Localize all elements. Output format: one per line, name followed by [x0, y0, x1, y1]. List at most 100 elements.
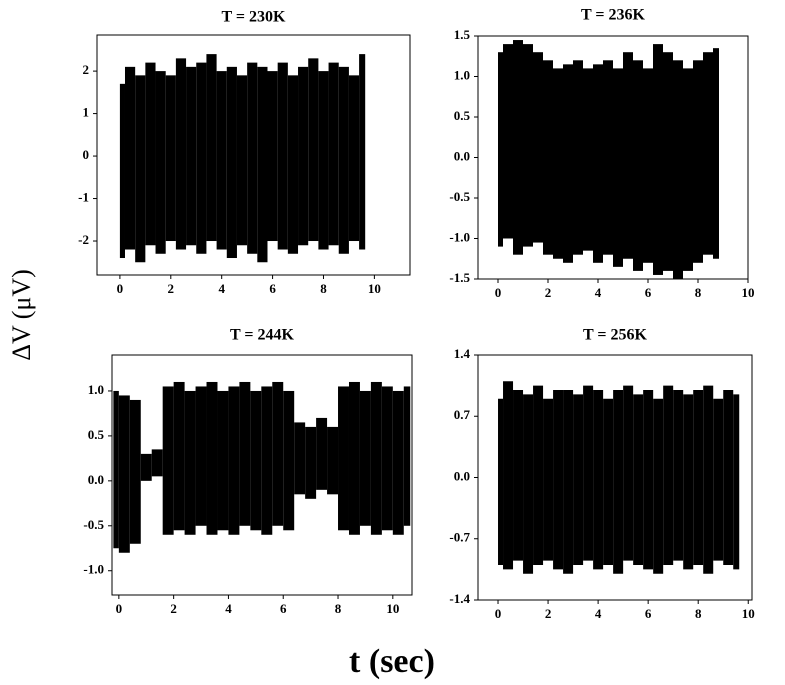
noise-band	[119, 83, 125, 259]
noise-band	[513, 40, 523, 255]
x-tick-label: 6	[645, 606, 652, 621]
noise-band	[633, 60, 643, 271]
x-tick-label: 6	[645, 285, 652, 300]
noise-band	[348, 75, 360, 242]
noise-band	[239, 381, 251, 526]
noise-band	[503, 44, 513, 239]
noise-band	[583, 68, 593, 251]
noise-band	[543, 60, 553, 255]
noise-band	[613, 390, 624, 574]
noise-band	[305, 426, 317, 499]
noise-band	[206, 381, 218, 535]
x-tick-label: 2	[168, 281, 175, 296]
x-tick-label: 4	[218, 281, 225, 296]
noise-band	[165, 75, 176, 242]
noise-band	[633, 394, 644, 565]
y-tick-label: -1.0	[83, 562, 104, 577]
noise-band	[603, 60, 613, 255]
noise-band	[392, 390, 404, 535]
noise-band	[250, 390, 262, 531]
noise-band	[723, 390, 734, 565]
noise-band	[613, 68, 623, 267]
noise-band	[623, 52, 633, 259]
noise-band	[673, 390, 684, 561]
noise-band	[663, 52, 673, 271]
x-tick-label: 4	[595, 606, 602, 621]
noise-band	[643, 68, 653, 263]
x-tick-label: 10	[368, 281, 381, 296]
noise-band	[513, 390, 524, 561]
noise-band	[503, 381, 514, 570]
noise-band	[338, 66, 349, 254]
plot-frame	[111, 354, 413, 596]
noise-band	[257, 66, 268, 263]
noise-band	[277, 62, 288, 250]
noise-band	[267, 71, 278, 242]
noise-band	[523, 44, 533, 247]
y-axis-label: ΔV (μV)	[7, 269, 36, 361]
noise-band	[403, 386, 411, 526]
noise-band	[573, 60, 583, 255]
noise-band	[124, 66, 136, 250]
noise-band	[226, 66, 237, 259]
noise-band	[653, 44, 663, 275]
panel-title: T = 236K	[581, 7, 646, 24]
noise-band	[603, 398, 614, 565]
noise-band	[683, 394, 694, 570]
noise-band	[573, 394, 584, 565]
noise-band	[713, 48, 719, 259]
y-tick-label: -0.5	[83, 517, 104, 532]
noise-band	[713, 398, 724, 561]
noise-band	[318, 71, 329, 250]
noise-band	[316, 417, 328, 490]
noise-band	[553, 390, 564, 570]
y-tick-label: -0.5	[449, 189, 470, 204]
noise-band	[498, 52, 503, 247]
noise-band	[498, 398, 504, 565]
noise-band	[283, 390, 295, 531]
x-tick-label: 0	[116, 601, 123, 616]
noise-band	[703, 52, 713, 255]
x-tick-label: 8	[695, 285, 702, 300]
noise-band	[593, 390, 604, 570]
noise-band	[135, 75, 146, 263]
x-tick-label: 2	[545, 606, 552, 621]
noise-band	[359, 390, 371, 526]
noise-band	[162, 386, 174, 535]
x-tick-label: 6	[269, 281, 276, 296]
noise-band	[693, 390, 704, 565]
noise-band	[186, 66, 197, 246]
noise-band	[593, 64, 603, 263]
panel-title: T = 256K	[583, 327, 648, 344]
noise-band	[563, 64, 573, 263]
noise-band	[228, 386, 240, 535]
noise-band	[294, 422, 306, 495]
noise-band	[703, 385, 714, 574]
noise-band	[533, 52, 543, 243]
x-tick-label: 0	[495, 606, 502, 621]
y-tick-label: 2	[83, 62, 90, 77]
noise-band	[287, 75, 299, 254]
noise-band	[327, 426, 339, 495]
y-tick-label: -1.5	[449, 270, 470, 285]
noise-band	[236, 75, 248, 246]
noise-band	[381, 386, 393, 531]
y-tick-label: 0.5	[88, 427, 105, 442]
noise-band	[195, 386, 207, 526]
y-tick-label: 0.5	[454, 108, 471, 123]
y-tick-label: 0.0	[88, 472, 104, 487]
noise-band	[653, 398, 664, 574]
noise-band	[155, 71, 166, 254]
noise-band	[196, 62, 207, 254]
noise-band	[261, 386, 273, 535]
y-tick-label: 0.0	[454, 148, 470, 163]
noise-band	[173, 381, 185, 531]
noise-band	[563, 390, 574, 574]
noise-band	[663, 385, 674, 565]
noise-band	[217, 390, 229, 531]
noise-band	[553, 68, 563, 259]
y-tick-label: 1.0	[454, 67, 470, 82]
noise-band	[184, 390, 196, 535]
y-tick-label: -2	[78, 232, 89, 247]
